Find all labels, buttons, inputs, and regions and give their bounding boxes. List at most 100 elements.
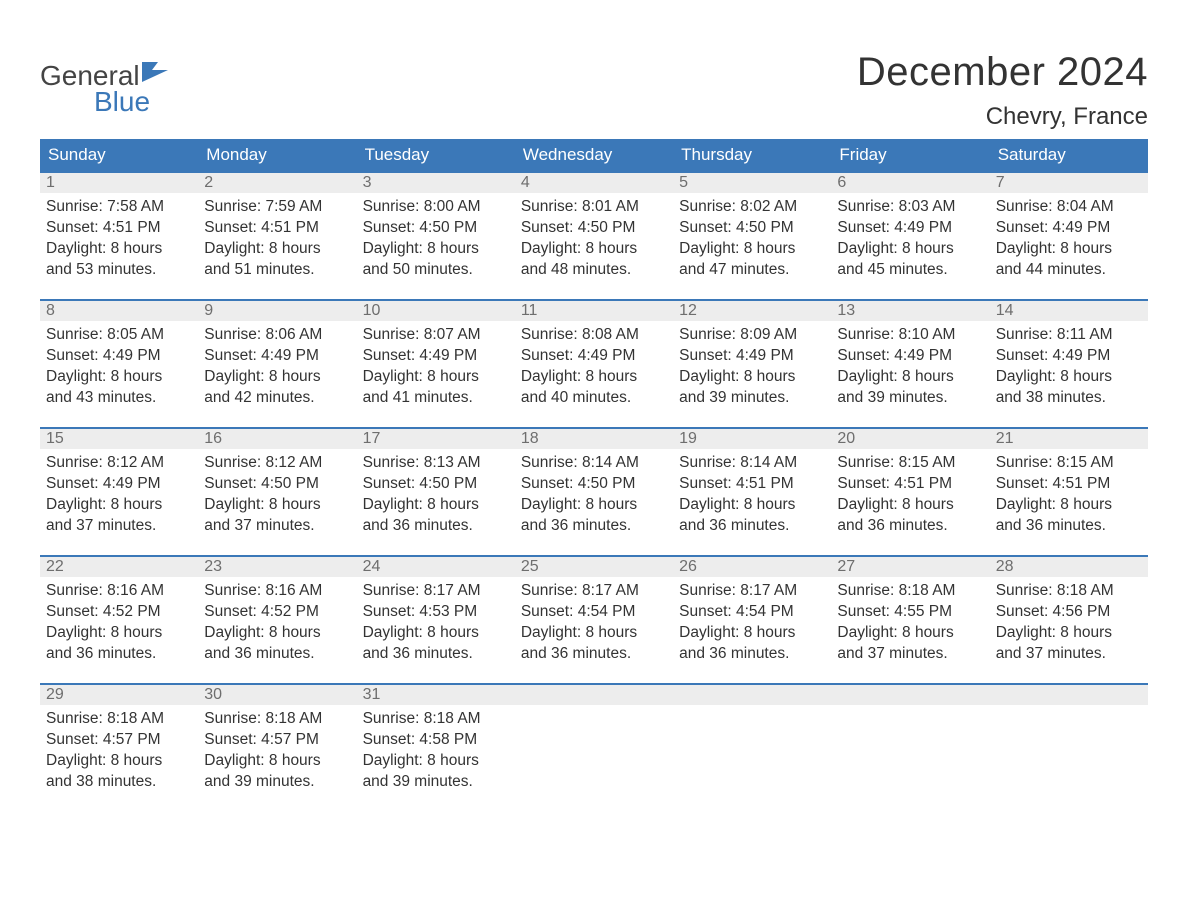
day-number: 31 [357,683,515,705]
day-detail-line: Daylight: 8 hours [996,495,1142,516]
day-detail-line: Sunrise: 8:00 AM [363,197,509,218]
calendar-day-cell [515,683,673,811]
calendar-day-cell: 2Sunrise: 7:59 AMSunset: 4:51 PMDaylight… [198,171,356,299]
day-details: Sunrise: 8:00 AMSunset: 4:50 PMDaylight:… [357,193,515,281]
day-detail-line: Sunset: 4:53 PM [363,602,509,623]
day-detail-line: Daylight: 8 hours [521,623,667,644]
day-number: 27 [831,555,989,577]
day-details: Sunrise: 8:10 AMSunset: 4:49 PMDaylight:… [831,321,989,409]
day-number: 21 [990,427,1148,449]
day-number: 4 [515,171,673,193]
calendar-day-cell: 28Sunrise: 8:18 AMSunset: 4:56 PMDayligh… [990,555,1148,683]
calendar-day-cell: 20Sunrise: 8:15 AMSunset: 4:51 PMDayligh… [831,427,989,555]
day-details: Sunrise: 8:18 AMSunset: 4:55 PMDaylight:… [831,577,989,665]
day-detail-line: Sunrise: 8:05 AM [46,325,192,346]
day-detail-line: Sunrise: 8:11 AM [996,325,1142,346]
calendar-week-row: 22Sunrise: 8:16 AMSunset: 4:52 PMDayligh… [40,555,1148,683]
day-details: Sunrise: 8:13 AMSunset: 4:50 PMDaylight:… [357,449,515,537]
day-detail-line: and 36 minutes. [363,516,509,537]
day-detail-line: and 36 minutes. [679,644,825,665]
day-detail-line: Sunrise: 8:07 AM [363,325,509,346]
day-detail-line: Sunset: 4:49 PM [996,346,1142,367]
day-details: Sunrise: 8:17 AMSunset: 4:54 PMDaylight:… [673,577,831,665]
day-detail-line: Sunrise: 8:01 AM [521,197,667,218]
weekday-header: Sunday [40,139,198,171]
day-detail-line: and 41 minutes. [363,388,509,409]
day-details: Sunrise: 8:16 AMSunset: 4:52 PMDaylight:… [198,577,356,665]
day-detail-line: Daylight: 8 hours [46,623,192,644]
day-detail-line: and 39 minutes. [837,388,983,409]
day-detail-line: Sunset: 4:56 PM [996,602,1142,623]
day-detail-line: Sunset: 4:50 PM [521,218,667,239]
day-detail-line: Sunrise: 8:18 AM [837,581,983,602]
day-detail-line: Daylight: 8 hours [837,367,983,388]
day-detail-line: Daylight: 8 hours [996,239,1142,260]
brand-logo: General Blue [40,50,168,116]
day-detail-line: Sunset: 4:49 PM [204,346,350,367]
day-detail-line: and 36 minutes. [363,644,509,665]
day-details: Sunrise: 8:14 AMSunset: 4:50 PMDaylight:… [515,449,673,537]
calendar-header-row: SundayMondayTuesdayWednesdayThursdayFrid… [40,139,1148,171]
calendar-day-cell: 24Sunrise: 8:17 AMSunset: 4:53 PMDayligh… [357,555,515,683]
day-number: 15 [40,427,198,449]
location-label: Chevry, France [857,103,1148,131]
day-detail-line: Sunset: 4:51 PM [996,474,1142,495]
day-number: 6 [831,171,989,193]
calendar-day-cell: 5Sunrise: 8:02 AMSunset: 4:50 PMDaylight… [673,171,831,299]
day-number: 23 [198,555,356,577]
day-detail-line: Daylight: 8 hours [204,495,350,516]
day-detail-line: Sunrise: 8:08 AM [521,325,667,346]
day-detail-line: Sunrise: 7:59 AM [204,197,350,218]
day-detail-line: Sunrise: 8:16 AM [46,581,192,602]
day-number: 2 [198,171,356,193]
day-detail-line: Sunrise: 8:18 AM [204,709,350,730]
day-detail-line: and 39 minutes. [363,772,509,793]
day-detail-line: Sunset: 4:54 PM [521,602,667,623]
day-details: Sunrise: 8:15 AMSunset: 4:51 PMDaylight:… [831,449,989,537]
title-block: December 2024 Chevry, France [857,50,1148,131]
calendar-day-cell: 1Sunrise: 7:58 AMSunset: 4:51 PMDaylight… [40,171,198,299]
day-detail-line: Daylight: 8 hours [204,239,350,260]
day-detail-line: Daylight: 8 hours [679,367,825,388]
brand-flag-icon [142,62,168,87]
day-detail-line: Sunrise: 8:04 AM [996,197,1142,218]
day-detail-line: Sunset: 4:49 PM [679,346,825,367]
day-detail-line: Daylight: 8 hours [521,239,667,260]
calendar-day-cell [990,683,1148,811]
day-detail-line: Sunrise: 8:18 AM [46,709,192,730]
day-detail-line: Daylight: 8 hours [679,623,825,644]
day-detail-line: Sunset: 4:51 PM [46,218,192,239]
calendar-day-cell: 11Sunrise: 8:08 AMSunset: 4:49 PMDayligh… [515,299,673,427]
day-details: Sunrise: 8:12 AMSunset: 4:50 PMDaylight:… [198,449,356,537]
calendar-day-cell [831,683,989,811]
day-number: 16 [198,427,356,449]
day-detail-line: and 36 minutes. [46,644,192,665]
day-number: 19 [673,427,831,449]
day-detail-line: Sunset: 4:49 PM [46,474,192,495]
day-detail-line: Sunrise: 8:18 AM [996,581,1142,602]
day-detail-line: Sunrise: 8:13 AM [363,453,509,474]
day-detail-line: Daylight: 8 hours [679,495,825,516]
calendar-day-cell: 6Sunrise: 8:03 AMSunset: 4:49 PMDaylight… [831,171,989,299]
day-detail-line: Daylight: 8 hours [363,367,509,388]
day-number: 14 [990,299,1148,321]
day-number: 12 [673,299,831,321]
brand-word2: Blue [94,88,168,116]
day-details: Sunrise: 8:18 AMSunset: 4:57 PMDaylight:… [40,705,198,793]
calendar-day-cell: 30Sunrise: 8:18 AMSunset: 4:57 PMDayligh… [198,683,356,811]
empty-day [831,683,989,705]
day-number: 18 [515,427,673,449]
day-detail-line: Daylight: 8 hours [837,239,983,260]
calendar-day-cell: 13Sunrise: 8:10 AMSunset: 4:49 PMDayligh… [831,299,989,427]
weekday-header: Saturday [990,139,1148,171]
calendar-week-row: 29Sunrise: 8:18 AMSunset: 4:57 PMDayligh… [40,683,1148,811]
calendar-day-cell: 31Sunrise: 8:18 AMSunset: 4:58 PMDayligh… [357,683,515,811]
day-details: Sunrise: 8:07 AMSunset: 4:49 PMDaylight:… [357,321,515,409]
calendar-day-cell: 12Sunrise: 8:09 AMSunset: 4:49 PMDayligh… [673,299,831,427]
calendar-table: SundayMondayTuesdayWednesdayThursdayFrid… [40,139,1148,811]
day-details: Sunrise: 8:18 AMSunset: 4:57 PMDaylight:… [198,705,356,793]
day-details: Sunrise: 8:16 AMSunset: 4:52 PMDaylight:… [40,577,198,665]
day-detail-line: and 53 minutes. [46,260,192,281]
day-detail-line: Daylight: 8 hours [679,239,825,260]
day-details: Sunrise: 8:04 AMSunset: 4:49 PMDaylight:… [990,193,1148,281]
